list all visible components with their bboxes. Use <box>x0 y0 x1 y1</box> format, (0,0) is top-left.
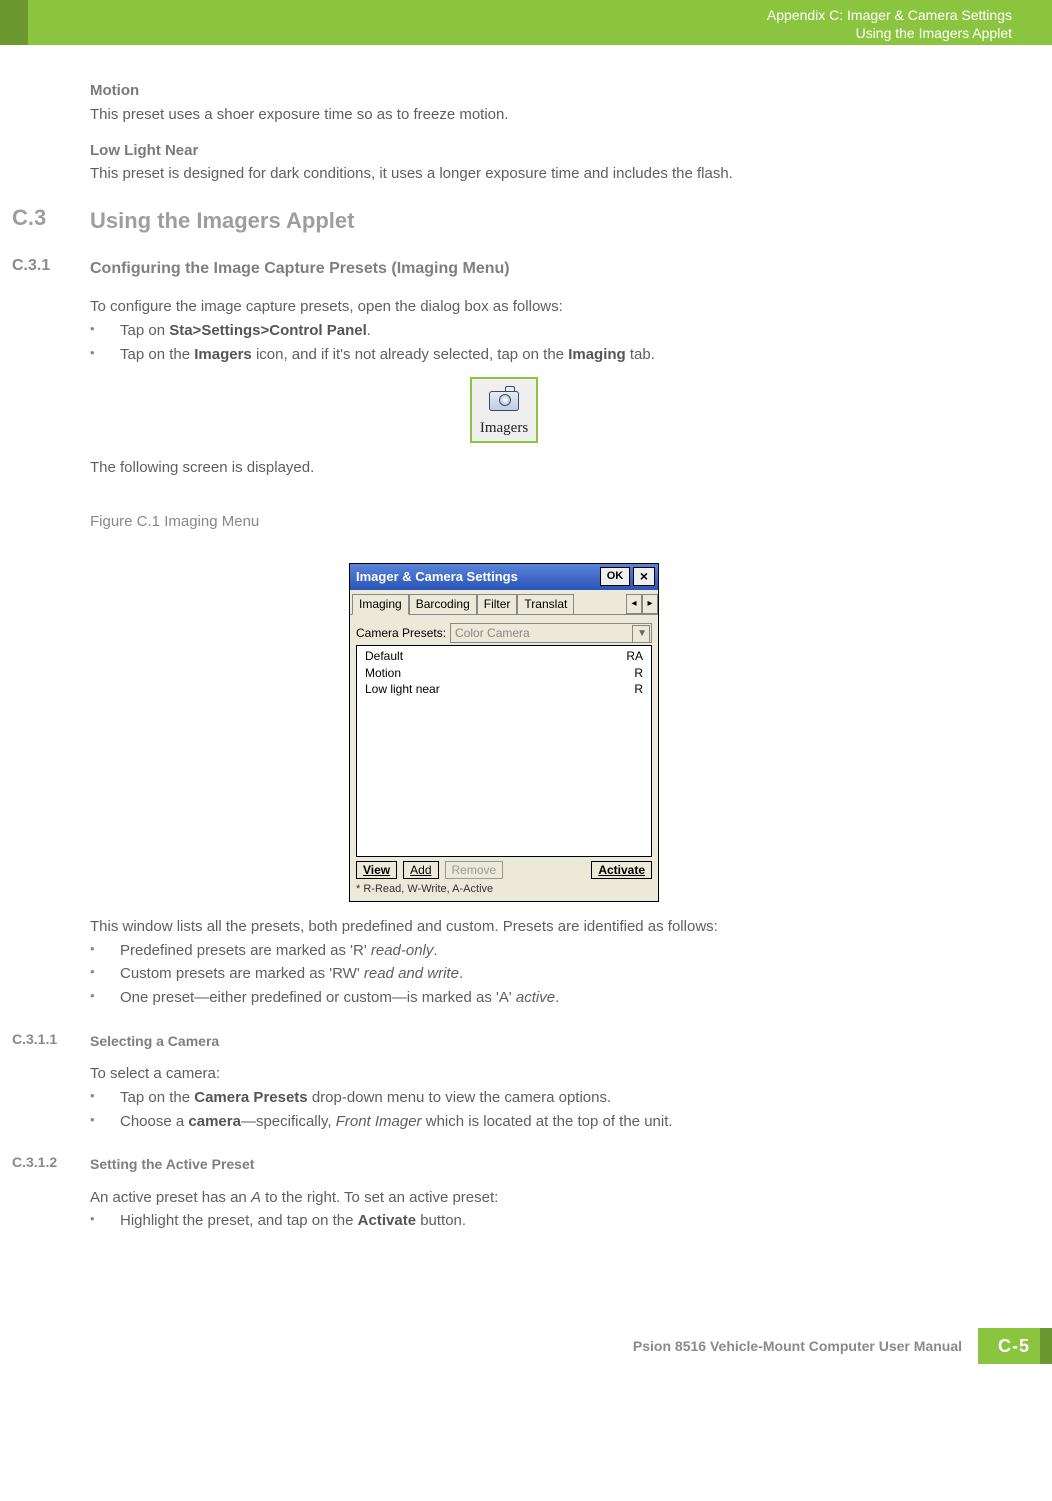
header-line-2: Using the Imagers Applet <box>767 24 1012 42</box>
section-c3-number: C.3 <box>12 205 90 237</box>
list-item[interactable]: DefaultRA <box>359 648 649 665</box>
tab-scroll-right[interactable]: ▸ <box>642 594 658 614</box>
custom-bullet: • Custom presets are marked as 'RW' read… <box>90 963 996 985</box>
section-c31-number: C.3.1 <box>12 257 90 280</box>
figure-label: Figure C.1 Imaging Menu <box>90 511 996 533</box>
c311-bullet-1: • Tap on the Camera Presets drop-down me… <box>90 1087 996 1109</box>
section-c311-title: Selecting a Camera <box>90 1031 996 1051</box>
camera-icon <box>483 383 525 415</box>
list-item[interactable]: Low light nearR <box>359 681 649 698</box>
c31-intro: To configure the image capture presets, … <box>90 296 996 318</box>
camera-presets-label: Camera Presets: <box>356 626 446 640</box>
c31-bullet-1: • Tap on Sta>Settings>Control Panel. <box>90 320 996 342</box>
dialog-titlebar: Imager & Camera Settings OK × <box>350 564 658 590</box>
c31-bullet-2: • Tap on the Imagers icon, and if it's n… <box>90 344 996 366</box>
header-line-1: Appendix C: Imager & Camera Settings <box>767 6 1012 24</box>
dialog-close-button[interactable]: × <box>633 567 655 586</box>
header-accent <box>0 0 28 45</box>
view-button[interactable]: View <box>356 861 397 879</box>
chevron-down-icon: ▼ <box>637 628 647 639</box>
section-c312-number: C.3.1.2 <box>12 1154 90 1174</box>
tab-filter[interactable]: Filter <box>477 594 518 614</box>
section-c312-title: Setting the Active Preset <box>90 1154 996 1174</box>
add-button[interactable]: Add <box>403 861 438 879</box>
tab-scroll-left[interactable]: ◂ <box>626 594 642 614</box>
predefined-bullet: • Predefined presets are marked as 'R' r… <box>90 940 996 962</box>
legend-text: * R-Read, W-Write, A-Active <box>356 881 652 895</box>
tab-translat[interactable]: Translat <box>517 594 574 614</box>
c311-intro: To select a camera: <box>90 1063 996 1085</box>
preset-motion-title: Motion <box>90 80 996 102</box>
footer-accent <box>1040 1328 1052 1364</box>
preset-motion-text: This preset uses a shoer exposure time s… <box>90 104 996 126</box>
imagers-icon-block[interactable]: Imagers <box>470 377 538 443</box>
c311-bullet-2: • Choose a camera—specifically, Front Im… <box>90 1111 996 1133</box>
active-bullet: • One preset—either predefined or custom… <box>90 987 996 1009</box>
dialog-title: Imager & Camera Settings <box>356 569 518 584</box>
section-c311-number: C.3.1.1 <box>12 1031 90 1051</box>
after-dialog-text: This window lists all the presets, both … <box>90 916 996 938</box>
page-footer: Psion 8516 Vehicle-Mount Computer User M… <box>0 1324 1052 1364</box>
footer-text: Psion 8516 Vehicle-Mount Computer User M… <box>633 1338 962 1354</box>
imaging-dialog-wrap: Imager & Camera Settings OK × Imaging Ba… <box>12 563 996 902</box>
c312-intro: An active preset has an A to the right. … <box>90 1187 996 1209</box>
preset-lowlight-title: Low Light Near <box>90 140 996 162</box>
page-content: Motion This preset uses a shoer exposure… <box>0 45 1052 1234</box>
list-item[interactable]: MotionR <box>359 665 649 682</box>
activate-button[interactable]: Activate <box>591 861 652 879</box>
dialog-ok-button[interactable]: OK <box>600 567 630 586</box>
c312-bullet-1: • Highlight the preset, and tap on the A… <box>90 1210 996 1232</box>
presets-listbox[interactable]: DefaultRA MotionR Low light nearR <box>356 645 652 857</box>
imagers-icon-label: Imagers <box>480 420 528 437</box>
section-c3-title: Using the Imagers Applet <box>90 205 996 237</box>
remove-button[interactable]: Remove <box>445 861 504 879</box>
camera-presets-combo[interactable]: Color Camera ▼ <box>450 623 652 643</box>
page-header: Appendix C: Imager & Camera Settings Usi… <box>0 0 1052 45</box>
tab-barcoding[interactable]: Barcoding <box>409 594 477 614</box>
section-c31-title: Configuring the Image Capture Presets (I… <box>90 257 996 280</box>
imaging-dialog: Imager & Camera Settings OK × Imaging Ba… <box>349 563 659 902</box>
preset-lowlight-text: This preset is designed for dark conditi… <box>90 163 996 185</box>
c31-after-icon: The following screen is displayed. <box>90 457 996 479</box>
header-text: Appendix C: Imager & Camera Settings Usi… <box>767 6 1012 42</box>
tab-imaging[interactable]: Imaging <box>352 594 409 615</box>
dialog-tabs: Imaging Barcoding Filter Translat ◂ ▸ <box>350 590 658 615</box>
